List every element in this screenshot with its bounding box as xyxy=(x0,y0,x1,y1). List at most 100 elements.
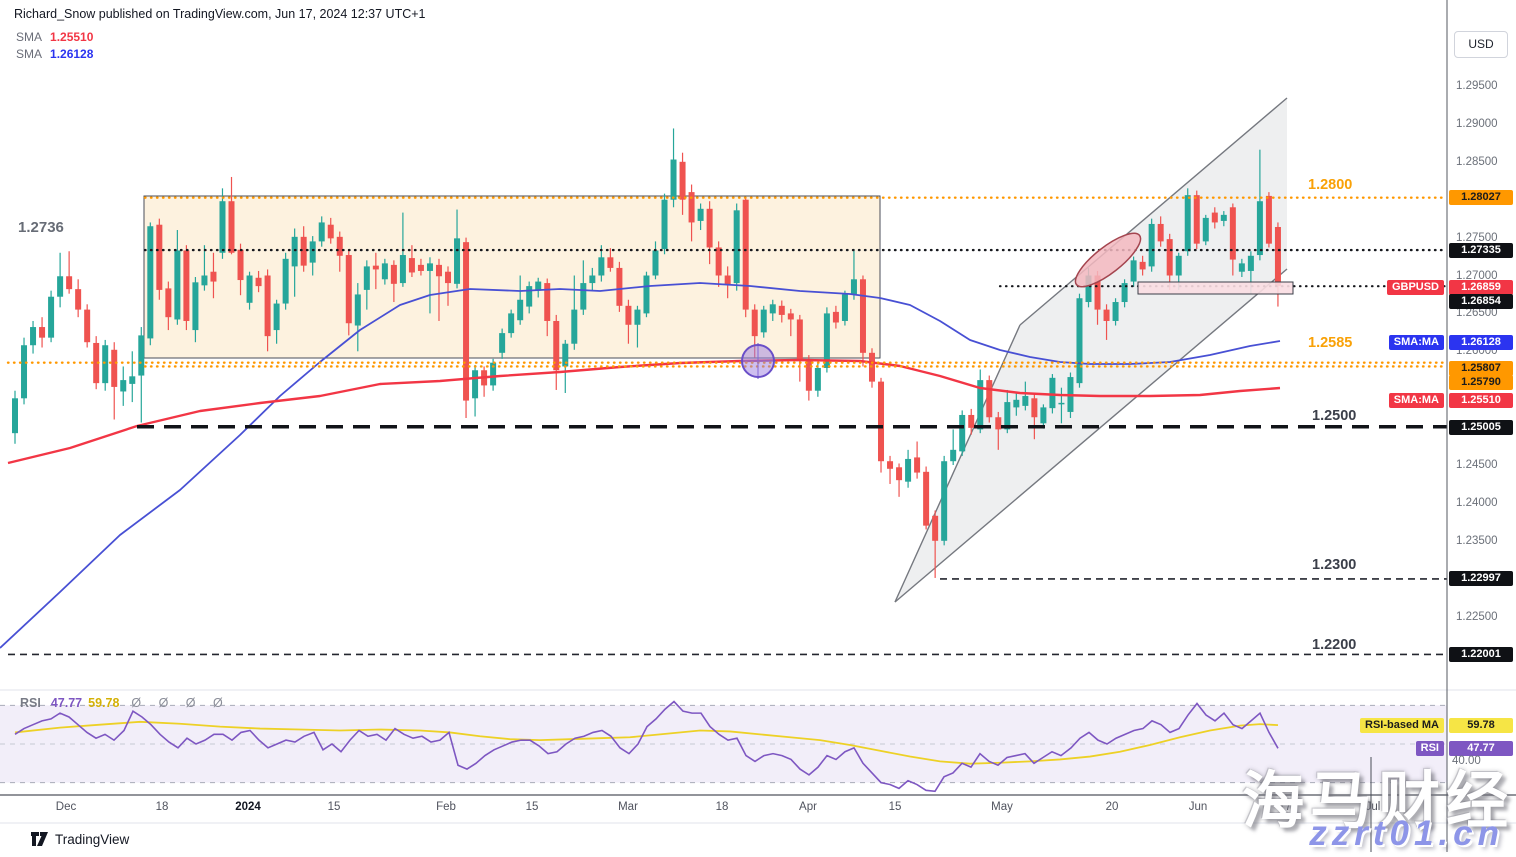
candle xyxy=(48,296,55,338)
candle xyxy=(228,201,235,253)
candle xyxy=(526,286,533,307)
candle xyxy=(381,263,388,280)
candle xyxy=(697,208,704,221)
candle xyxy=(905,458,912,482)
candle xyxy=(923,471,930,526)
candle xyxy=(454,238,461,284)
candle xyxy=(643,275,650,314)
candle xyxy=(84,309,91,343)
candle xyxy=(1274,226,1281,287)
candle xyxy=(670,159,677,200)
candle xyxy=(796,319,803,361)
indicator-legend: SMA 1.25510 SMA 1.26128 xyxy=(16,29,93,63)
candle xyxy=(823,313,830,368)
candle xyxy=(760,309,767,333)
brand-name: TradingView xyxy=(55,831,130,847)
candle xyxy=(463,242,470,401)
candle xyxy=(300,236,307,266)
candle xyxy=(426,263,433,271)
watermark-site-url: zzrt01.cn xyxy=(1309,814,1504,853)
candle xyxy=(165,288,172,318)
candle xyxy=(1265,195,1272,244)
candle xyxy=(724,275,731,285)
tradingview-brand-link[interactable]: TradingView xyxy=(30,831,129,847)
candle xyxy=(1220,214,1227,221)
candle xyxy=(1022,396,1029,406)
candle xyxy=(571,309,578,344)
candle xyxy=(129,376,136,384)
candle xyxy=(1031,398,1038,418)
watermark-cjk-text: 海马财经 xyxy=(1241,767,1514,836)
candle xyxy=(1103,309,1110,321)
candle xyxy=(850,279,857,295)
candle xyxy=(986,380,993,418)
rsi-legend-row[interactable]: RSI 47.77 59.78 Ø Ø Ø Ø xyxy=(20,696,230,710)
candle xyxy=(147,226,154,339)
rsi-scale-label: 40.00 xyxy=(1452,755,1481,767)
candle xyxy=(363,266,370,290)
candle xyxy=(327,224,334,239)
sma-200-legend-row[interactable]: SMA 1.26128 xyxy=(16,46,93,63)
candle xyxy=(598,257,605,276)
publisher-line: Richard_Snow published on TradingView.co… xyxy=(14,7,426,21)
candle xyxy=(932,515,939,541)
candle xyxy=(499,333,506,353)
candle xyxy=(652,250,659,276)
candle xyxy=(769,304,776,314)
candle xyxy=(201,275,208,286)
candle xyxy=(517,299,524,321)
candle xyxy=(778,305,785,315)
candle xyxy=(715,247,722,276)
rsi-title: RSI xyxy=(20,696,41,710)
trend-channel-line xyxy=(894,268,1288,603)
candle xyxy=(553,320,560,371)
candle xyxy=(914,457,921,473)
price-axis-scale[interactable] xyxy=(1447,0,1516,795)
candle xyxy=(102,345,109,384)
candle xyxy=(1229,207,1236,260)
sma200-value: 1.26128 xyxy=(50,47,94,61)
sma-50-legend-row[interactable]: SMA 1.25510 xyxy=(16,29,93,46)
tradingview-logo-icon xyxy=(31,832,48,846)
candle xyxy=(174,250,181,320)
candle xyxy=(733,210,740,284)
candle xyxy=(445,271,452,284)
candle xyxy=(787,313,794,320)
candle xyxy=(1130,260,1137,282)
candle xyxy=(941,461,948,541)
candle xyxy=(417,264,424,271)
rsi-value: 47.77 xyxy=(50,696,83,710)
candle xyxy=(111,349,118,387)
currency-toggle-button[interactable]: USD xyxy=(1454,31,1508,58)
candle xyxy=(1058,402,1065,405)
candle xyxy=(372,265,379,270)
candle xyxy=(634,309,641,325)
candle xyxy=(1040,407,1047,424)
candle xyxy=(264,275,271,337)
candle xyxy=(399,255,406,284)
candle xyxy=(841,294,848,321)
candle xyxy=(192,282,199,331)
candle xyxy=(814,367,821,391)
candle xyxy=(1085,275,1092,303)
candle xyxy=(508,313,515,334)
candle xyxy=(93,342,100,384)
candle xyxy=(589,275,596,284)
candle xyxy=(832,311,839,323)
candle xyxy=(1175,255,1182,276)
candle xyxy=(75,289,82,310)
candle xyxy=(742,199,749,310)
candle xyxy=(237,249,244,281)
candle xyxy=(1139,261,1146,270)
candle xyxy=(120,380,127,392)
candle xyxy=(535,281,542,291)
time-axis-scale[interactable] xyxy=(0,795,1447,823)
candle xyxy=(219,201,226,253)
candle xyxy=(1211,212,1218,223)
candle xyxy=(1148,223,1155,267)
candle xyxy=(1094,275,1101,310)
candle xyxy=(625,305,632,325)
candle xyxy=(39,327,46,338)
